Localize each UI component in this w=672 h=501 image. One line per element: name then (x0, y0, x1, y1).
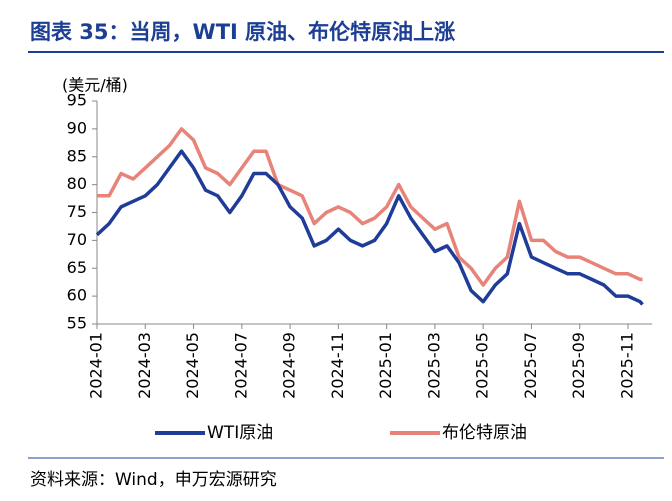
y-axis-label: (美元/桶) (62, 76, 128, 95)
source: 资料来源：Wind，申万宏源研究 (30, 470, 277, 490)
series-line (95, 149, 644, 306)
x-tick-label: 2024-09 (280, 332, 299, 399)
x-tick-label: 2025-05 (473, 332, 492, 399)
x-tick-label: 2025-03 (424, 332, 443, 399)
x-tick-label: 2024-07 (231, 332, 250, 399)
y-tick-label: 75 (67, 202, 87, 221)
x-tick-label: 2024-03 (135, 332, 154, 399)
x-tick-label: 2024-11 (328, 332, 347, 399)
y-tick-label: 85 (67, 146, 87, 165)
y-tick-label: 65 (67, 258, 87, 277)
x-tick-label: 2025-07 (521, 332, 540, 399)
y-tick-label: 70 (67, 230, 87, 249)
x-tick-label: 2024-05 (183, 332, 202, 399)
y-tick-label: 55 (67, 314, 87, 333)
x-tick-label: 2025-09 (569, 332, 588, 399)
y-tick-label: 90 (67, 118, 87, 137)
x-tick-label: 2024-01 (87, 332, 106, 399)
legend-label: 布伦特原油 (442, 423, 527, 443)
y-tick-label: 60 (67, 286, 87, 305)
y-tick-label: 80 (67, 174, 87, 193)
chart-title: 图表 35：当周，WTI 原油、布伦特原油上涨 (30, 20, 455, 44)
series-line (97, 127, 643, 287)
legend-label: WTI原油 (207, 423, 273, 443)
x-tick-label: 2025-11 (618, 332, 637, 399)
y-tick-label: 95 (67, 91, 87, 110)
x-tick-label: 2025-01 (376, 332, 395, 399)
